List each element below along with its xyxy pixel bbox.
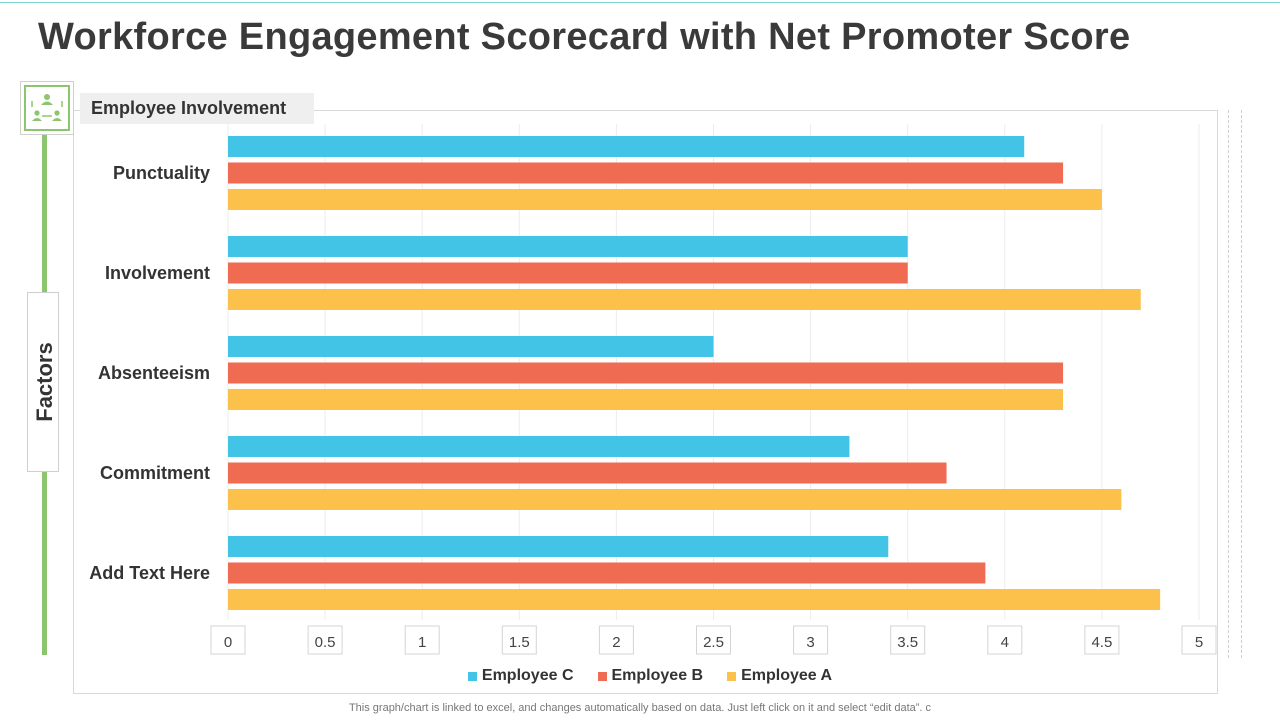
x-tick: 5 [1181,625,1217,655]
x-tick: 1 [404,625,440,655]
x-tick: 2 [598,625,634,655]
legend-label: Employee B [611,667,704,684]
category-label: Punctuality [113,163,210,183]
legend-swatch [727,671,737,681]
category-label: Add Text Here [89,563,210,583]
legend-label: Employee A [741,667,833,684]
x-tick: 2.5 [696,625,731,655]
bar-employee-a [228,589,1161,610]
x-tick-label: 1.5 [509,634,530,651]
category-label: Absenteeism [98,363,210,383]
bar-employee-c [228,236,908,257]
section-label: Employee Involvement [80,93,314,124]
legend-swatch [597,671,607,681]
chart-legend: Employee C Employee B Employee A [0,667,1280,685]
x-tick: 1.5 [501,625,537,655]
team-network-icon [31,94,63,121]
x-tick-box [890,625,926,655]
x-tick-label: 3.5 [897,634,918,651]
footnote: This graph/chart is linked to excel, and… [348,702,932,714]
bar-employee-a [228,189,1102,210]
x-tick-box [598,625,634,655]
x-tick: 4 [987,625,1023,655]
x-tick-label: 3 [806,634,814,651]
bar-employee-a [228,289,1141,310]
x-tick: 3.5 [890,625,926,655]
x-tick: 0 [210,625,246,655]
x-tick-box [404,625,440,655]
chart-dotted-edge [1228,110,1242,658]
x-tick-box [1084,625,1120,655]
x-tick-box [696,625,731,655]
x-tick: 4.5 [1084,625,1120,655]
bar-employee-b [228,362,1064,384]
bar-employee-b [228,262,908,284]
legend-item: Employee C [467,667,574,685]
bar-employee-c [228,536,889,557]
page-title: Workforce Engagement Scorecard with Net … [38,16,1131,58]
top-rule [0,2,1280,3]
chart-frame [73,110,1218,694]
icon-inner-frame [24,85,70,131]
x-tick-label: 2 [612,634,620,651]
x-tick-box [210,625,246,655]
bar-employee-c [228,336,714,357]
x-tick-box [1181,625,1217,655]
x-tick: 0.5 [307,625,343,655]
bar-employee-a [228,489,1122,510]
legend-item: Employee B [597,667,704,685]
x-tick-box [793,625,829,655]
x-tick-label: 0.5 [315,634,336,651]
bar-employee-b [228,462,947,484]
x-tick-box [501,625,537,655]
x-tick-label: 2.5 [703,634,724,651]
bar-employee-b [228,162,1064,184]
x-tick-label: 1 [418,634,426,651]
bar-employee-a [228,389,1064,410]
y-axis-label-box [27,292,59,472]
x-tick-label: 0 [224,634,232,651]
x-tick-box [987,625,1023,655]
x-tick-label: 5 [1195,634,1203,651]
bar-employee-c [228,436,850,457]
x-tick: 3 [793,625,829,655]
legend-item: Employee A [727,667,832,685]
legend-swatch [467,671,477,681]
x-tick-label: 4 [1001,634,1009,651]
bar-employee-b [228,562,986,584]
bar-employee-c [228,136,1025,157]
icon-frame [20,81,74,135]
x-tick-box [307,625,343,655]
category-label: Involvement [105,263,210,283]
x-tick-label: 4.5 [1091,634,1112,651]
legend-label: Employee C [481,667,574,684]
category-label: Commitment [100,463,210,483]
